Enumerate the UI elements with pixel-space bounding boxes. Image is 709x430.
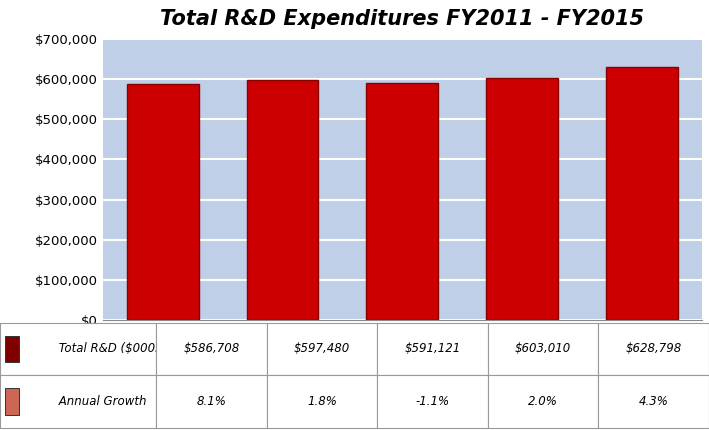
Bar xyxy=(247,80,318,320)
Bar xyxy=(367,83,438,320)
Bar xyxy=(486,78,558,320)
Bar xyxy=(606,68,678,320)
Title: Total R&D Expenditures FY2011 - FY2015: Total R&D Expenditures FY2011 - FY2015 xyxy=(160,9,644,29)
Bar xyxy=(127,84,199,320)
